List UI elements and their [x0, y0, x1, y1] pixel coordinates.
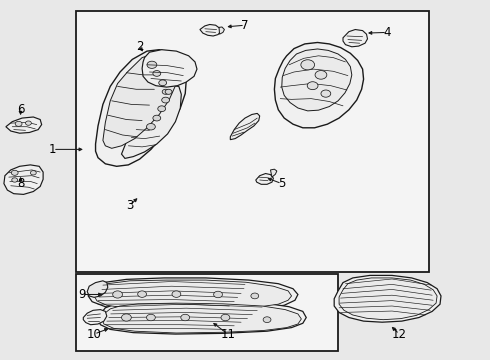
Text: 6: 6 [17, 103, 24, 116]
Polygon shape [343, 30, 368, 47]
Text: 11: 11 [220, 328, 235, 341]
Circle shape [138, 291, 147, 297]
Circle shape [147, 123, 155, 130]
Circle shape [12, 178, 18, 182]
Circle shape [263, 317, 271, 323]
Text: 3: 3 [126, 199, 134, 212]
Polygon shape [282, 49, 352, 111]
Circle shape [153, 71, 161, 76]
Text: 5: 5 [278, 177, 286, 190]
Polygon shape [142, 50, 197, 87]
Polygon shape [219, 27, 224, 34]
Text: 7: 7 [241, 19, 249, 32]
Circle shape [165, 89, 172, 94]
Circle shape [30, 171, 36, 175]
Circle shape [221, 314, 230, 321]
Circle shape [301, 60, 315, 70]
Polygon shape [4, 165, 43, 194]
Circle shape [172, 291, 181, 297]
Polygon shape [256, 174, 273, 184]
Text: 4: 4 [383, 26, 391, 39]
Polygon shape [103, 53, 176, 148]
Polygon shape [230, 113, 260, 140]
Polygon shape [87, 281, 108, 297]
Circle shape [158, 106, 166, 112]
Polygon shape [98, 301, 306, 334]
Text: 12: 12 [392, 328, 407, 341]
Polygon shape [200, 24, 220, 36]
Circle shape [181, 314, 190, 321]
Circle shape [162, 89, 169, 94]
Polygon shape [274, 42, 364, 128]
Polygon shape [96, 50, 186, 166]
Text: 8: 8 [17, 177, 24, 190]
Circle shape [147, 314, 155, 321]
Bar [76, 11, 429, 272]
Circle shape [162, 97, 170, 103]
Circle shape [122, 314, 131, 321]
Circle shape [315, 71, 327, 79]
Polygon shape [339, 278, 437, 320]
Text: 9: 9 [78, 288, 86, 301]
Circle shape [147, 61, 157, 68]
Text: 1: 1 [49, 143, 57, 156]
Bar [76, 274, 338, 351]
Circle shape [214, 291, 222, 298]
Circle shape [25, 121, 31, 125]
Circle shape [11, 170, 18, 175]
Polygon shape [334, 275, 441, 322]
Polygon shape [88, 278, 298, 312]
Polygon shape [83, 310, 107, 325]
Polygon shape [122, 86, 181, 158]
Polygon shape [94, 280, 292, 310]
Polygon shape [6, 117, 42, 133]
Circle shape [159, 80, 167, 86]
Polygon shape [102, 303, 301, 333]
Circle shape [251, 293, 259, 299]
Circle shape [321, 90, 331, 97]
Polygon shape [270, 169, 277, 177]
Text: 10: 10 [87, 328, 101, 341]
Text: 2: 2 [136, 40, 144, 53]
Circle shape [15, 121, 22, 126]
Circle shape [153, 115, 161, 121]
Circle shape [307, 82, 318, 90]
Circle shape [113, 291, 122, 298]
